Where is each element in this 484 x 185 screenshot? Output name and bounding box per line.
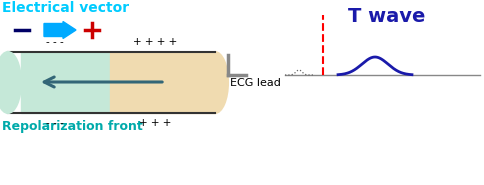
Ellipse shape [11, 20, 33, 40]
Text: Repolarization front: Repolarization front [2, 120, 142, 133]
Text: ECG lead: ECG lead [229, 78, 280, 88]
Bar [110, 52, 214, 113]
FancyArrow shape [44, 21, 76, 38]
Text: + + + +: + + + + [133, 37, 177, 47]
Ellipse shape [201, 52, 227, 113]
Text: - - -: - - - [46, 37, 64, 47]
Text: + + +: + + + [138, 118, 171, 128]
Bar [21, 52, 110, 113]
Text: Electrical vector: Electrical vector [2, 1, 129, 15]
Ellipse shape [81, 20, 103, 40]
Ellipse shape [0, 52, 21, 113]
Text: - - -: - - - [46, 118, 64, 128]
Text: T wave: T wave [348, 7, 424, 26]
